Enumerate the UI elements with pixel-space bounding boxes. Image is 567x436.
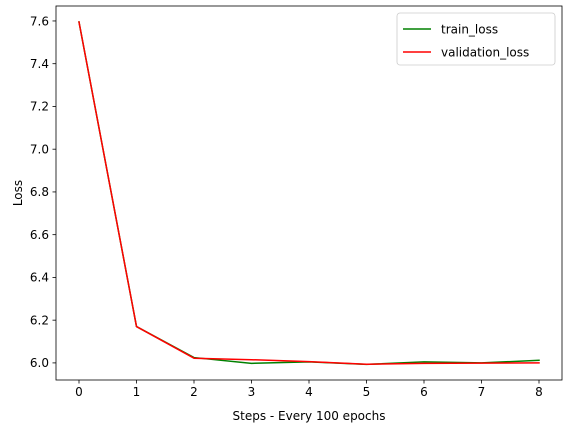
y-axis-label: Loss	[11, 180, 25, 206]
legend: train_loss validation_loss	[396, 12, 556, 66]
y-tick-label: 6.0	[30, 356, 49, 370]
x-tick-label: 2	[190, 385, 198, 399]
x-tick-label: 7	[478, 385, 486, 399]
x-tick-label: 8	[535, 385, 543, 399]
y-tick-label: 6.8	[30, 185, 49, 199]
series-line-validation-loss	[78, 21, 540, 365]
y-axis-ticks: 6.0 6.2 6.4 6.6 6.8 7.0 7.2 7.4 7.6	[30, 14, 56, 370]
y-tick-label: 6.6	[30, 228, 49, 242]
x-tick-label: 0	[75, 385, 83, 399]
x-tick-label: 5	[363, 385, 371, 399]
x-tick-label: 6	[420, 385, 428, 399]
x-axis-label: Steps - Every 100 epochs	[233, 409, 386, 423]
x-tick-label: 1	[133, 385, 141, 399]
y-tick-label: 6.4	[30, 271, 49, 285]
series-group	[78, 21, 540, 366]
legend-label-validation: validation_loss	[441, 46, 529, 60]
legend-label-train: train_loss	[441, 23, 498, 37]
y-tick-label: 7.4	[30, 57, 49, 71]
x-tick-label: 4	[305, 385, 313, 399]
x-tick-label: 3	[248, 385, 256, 399]
y-tick-label: 7.2	[30, 100, 49, 114]
legend-box	[396, 12, 556, 66]
y-tick-label: 7.6	[30, 14, 49, 28]
x-axis-ticks: 0 1 2 3 4 5 6 7 8	[75, 380, 543, 399]
y-tick-label: 6.2	[30, 313, 49, 327]
y-tick-label: 7.0	[30, 142, 49, 156]
